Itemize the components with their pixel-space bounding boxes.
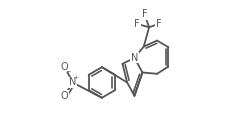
Text: N: N bbox=[131, 53, 138, 63]
Text: F: F bbox=[134, 19, 140, 29]
Text: F: F bbox=[142, 9, 147, 19]
Text: +: + bbox=[73, 75, 78, 80]
Text: N: N bbox=[69, 77, 76, 88]
Text: F: F bbox=[155, 19, 161, 29]
Text: O: O bbox=[61, 91, 68, 101]
Text: −: − bbox=[65, 69, 70, 74]
Text: O: O bbox=[61, 61, 68, 72]
